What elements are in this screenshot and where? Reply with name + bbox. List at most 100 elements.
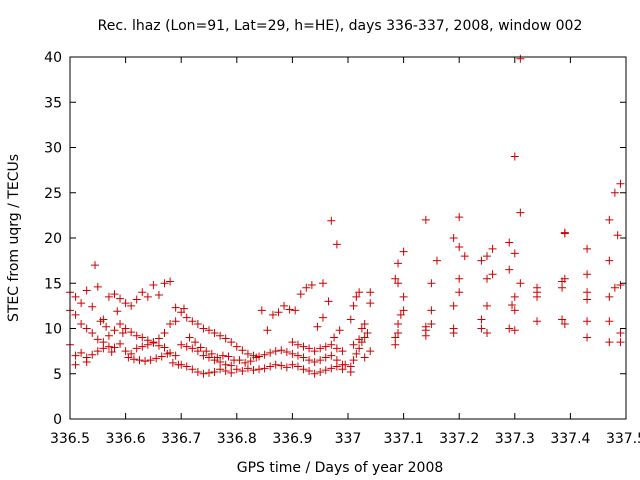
data-point <box>477 256 486 265</box>
data-point <box>477 324 486 333</box>
data-point <box>305 367 314 376</box>
data-point <box>605 292 614 301</box>
data-point <box>516 54 525 63</box>
data-point <box>146 356 155 365</box>
data-point <box>116 294 125 303</box>
data-point <box>185 333 194 342</box>
data-point <box>293 351 302 360</box>
y-axis-label: STEC from uqrg / TECUs <box>6 154 22 322</box>
data-point <box>396 310 405 319</box>
x-tick-label: 337.3 <box>495 431 535 447</box>
data-point <box>391 340 400 349</box>
data-point <box>266 348 275 357</box>
data-point <box>510 326 519 335</box>
data-point <box>399 306 408 315</box>
data-point <box>583 333 592 342</box>
data-point <box>321 342 330 351</box>
data-point <box>193 319 202 328</box>
data-point <box>71 360 80 369</box>
data-point <box>483 301 491 310</box>
data-point <box>399 292 408 301</box>
data-point <box>232 365 241 374</box>
data-point <box>221 360 230 369</box>
data-point <box>196 343 205 352</box>
data-point <box>77 299 86 308</box>
data-point <box>71 292 80 301</box>
data-point <box>560 228 569 237</box>
data-point <box>218 351 227 360</box>
data-point <box>191 338 200 347</box>
data-point <box>124 353 133 362</box>
y-tick-label: 35 <box>44 95 62 111</box>
data-point <box>302 283 311 292</box>
data-point <box>316 356 325 365</box>
data-point <box>332 240 341 249</box>
data-point <box>157 352 166 361</box>
y-tick-label: 15 <box>44 276 62 292</box>
data-point <box>102 322 111 331</box>
data-point <box>313 322 322 331</box>
data-point <box>188 365 197 374</box>
x-axis: 336.5 336.6 336.7 336.8 336.9 337 337.1 337.2 33… <box>50 57 640 447</box>
data-point <box>338 347 347 356</box>
data-point <box>285 305 294 314</box>
data-point <box>449 234 458 242</box>
data-point <box>104 342 113 351</box>
y-tick-label: 30 <box>44 141 62 157</box>
data-point <box>241 358 250 367</box>
data-point <box>232 342 241 351</box>
data-point <box>332 356 341 365</box>
data-point <box>352 349 361 358</box>
data-point <box>282 363 291 372</box>
data-point <box>605 215 614 224</box>
data-point <box>132 295 141 304</box>
data-point <box>82 324 91 333</box>
data-point <box>316 344 325 353</box>
data-point <box>216 365 225 374</box>
x-tick-label: 336.7 <box>161 431 201 447</box>
data-point <box>88 329 97 338</box>
data-point <box>288 338 297 347</box>
data-point <box>88 350 97 359</box>
data-point <box>318 313 327 322</box>
data-point <box>166 319 175 328</box>
data-point <box>330 333 339 342</box>
data-point <box>227 361 236 370</box>
data-point <box>132 331 141 340</box>
data-point <box>510 292 519 301</box>
data-point <box>335 326 344 335</box>
data-point <box>152 354 161 363</box>
data-point <box>227 338 236 347</box>
data-point <box>288 349 297 358</box>
x-tick-label: 336.9 <box>272 431 312 447</box>
data-point <box>616 281 625 290</box>
data-point <box>616 338 625 347</box>
data-point <box>332 344 341 353</box>
data-point <box>266 362 275 371</box>
data-point <box>227 368 236 377</box>
data-point <box>341 360 350 369</box>
data-point <box>143 336 152 345</box>
data-point <box>138 342 147 351</box>
data-point <box>432 256 441 265</box>
data-point <box>282 348 291 357</box>
data-point <box>449 301 458 310</box>
data-point <box>366 288 375 297</box>
data-point <box>455 243 464 252</box>
x-tick-label: 336.6 <box>106 431 146 447</box>
data-point <box>82 357 91 366</box>
y-tick-label: 40 <box>44 50 62 66</box>
data-point <box>149 281 158 290</box>
data-point <box>260 364 269 373</box>
data-point <box>202 347 211 356</box>
data-point <box>558 315 567 324</box>
data-point <box>460 252 469 261</box>
data-point <box>421 331 430 340</box>
data-point <box>449 324 458 333</box>
data-point <box>299 365 308 374</box>
data-point <box>129 355 138 364</box>
data-point <box>246 357 255 366</box>
data-point <box>349 340 358 349</box>
y-tick-label: 20 <box>44 231 62 247</box>
data-point <box>177 340 186 349</box>
